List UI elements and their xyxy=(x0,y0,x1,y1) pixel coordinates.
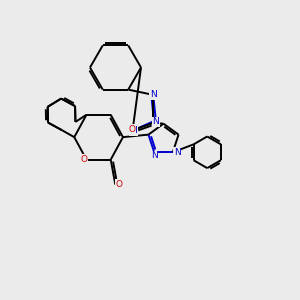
Text: O: O xyxy=(81,155,88,164)
Text: N: N xyxy=(152,117,159,126)
Text: N: N xyxy=(130,126,137,135)
Text: N: N xyxy=(150,90,157,99)
Text: N: N xyxy=(174,148,181,157)
Text: N: N xyxy=(151,152,158,160)
Text: O: O xyxy=(128,125,135,134)
Text: O: O xyxy=(116,180,122,189)
